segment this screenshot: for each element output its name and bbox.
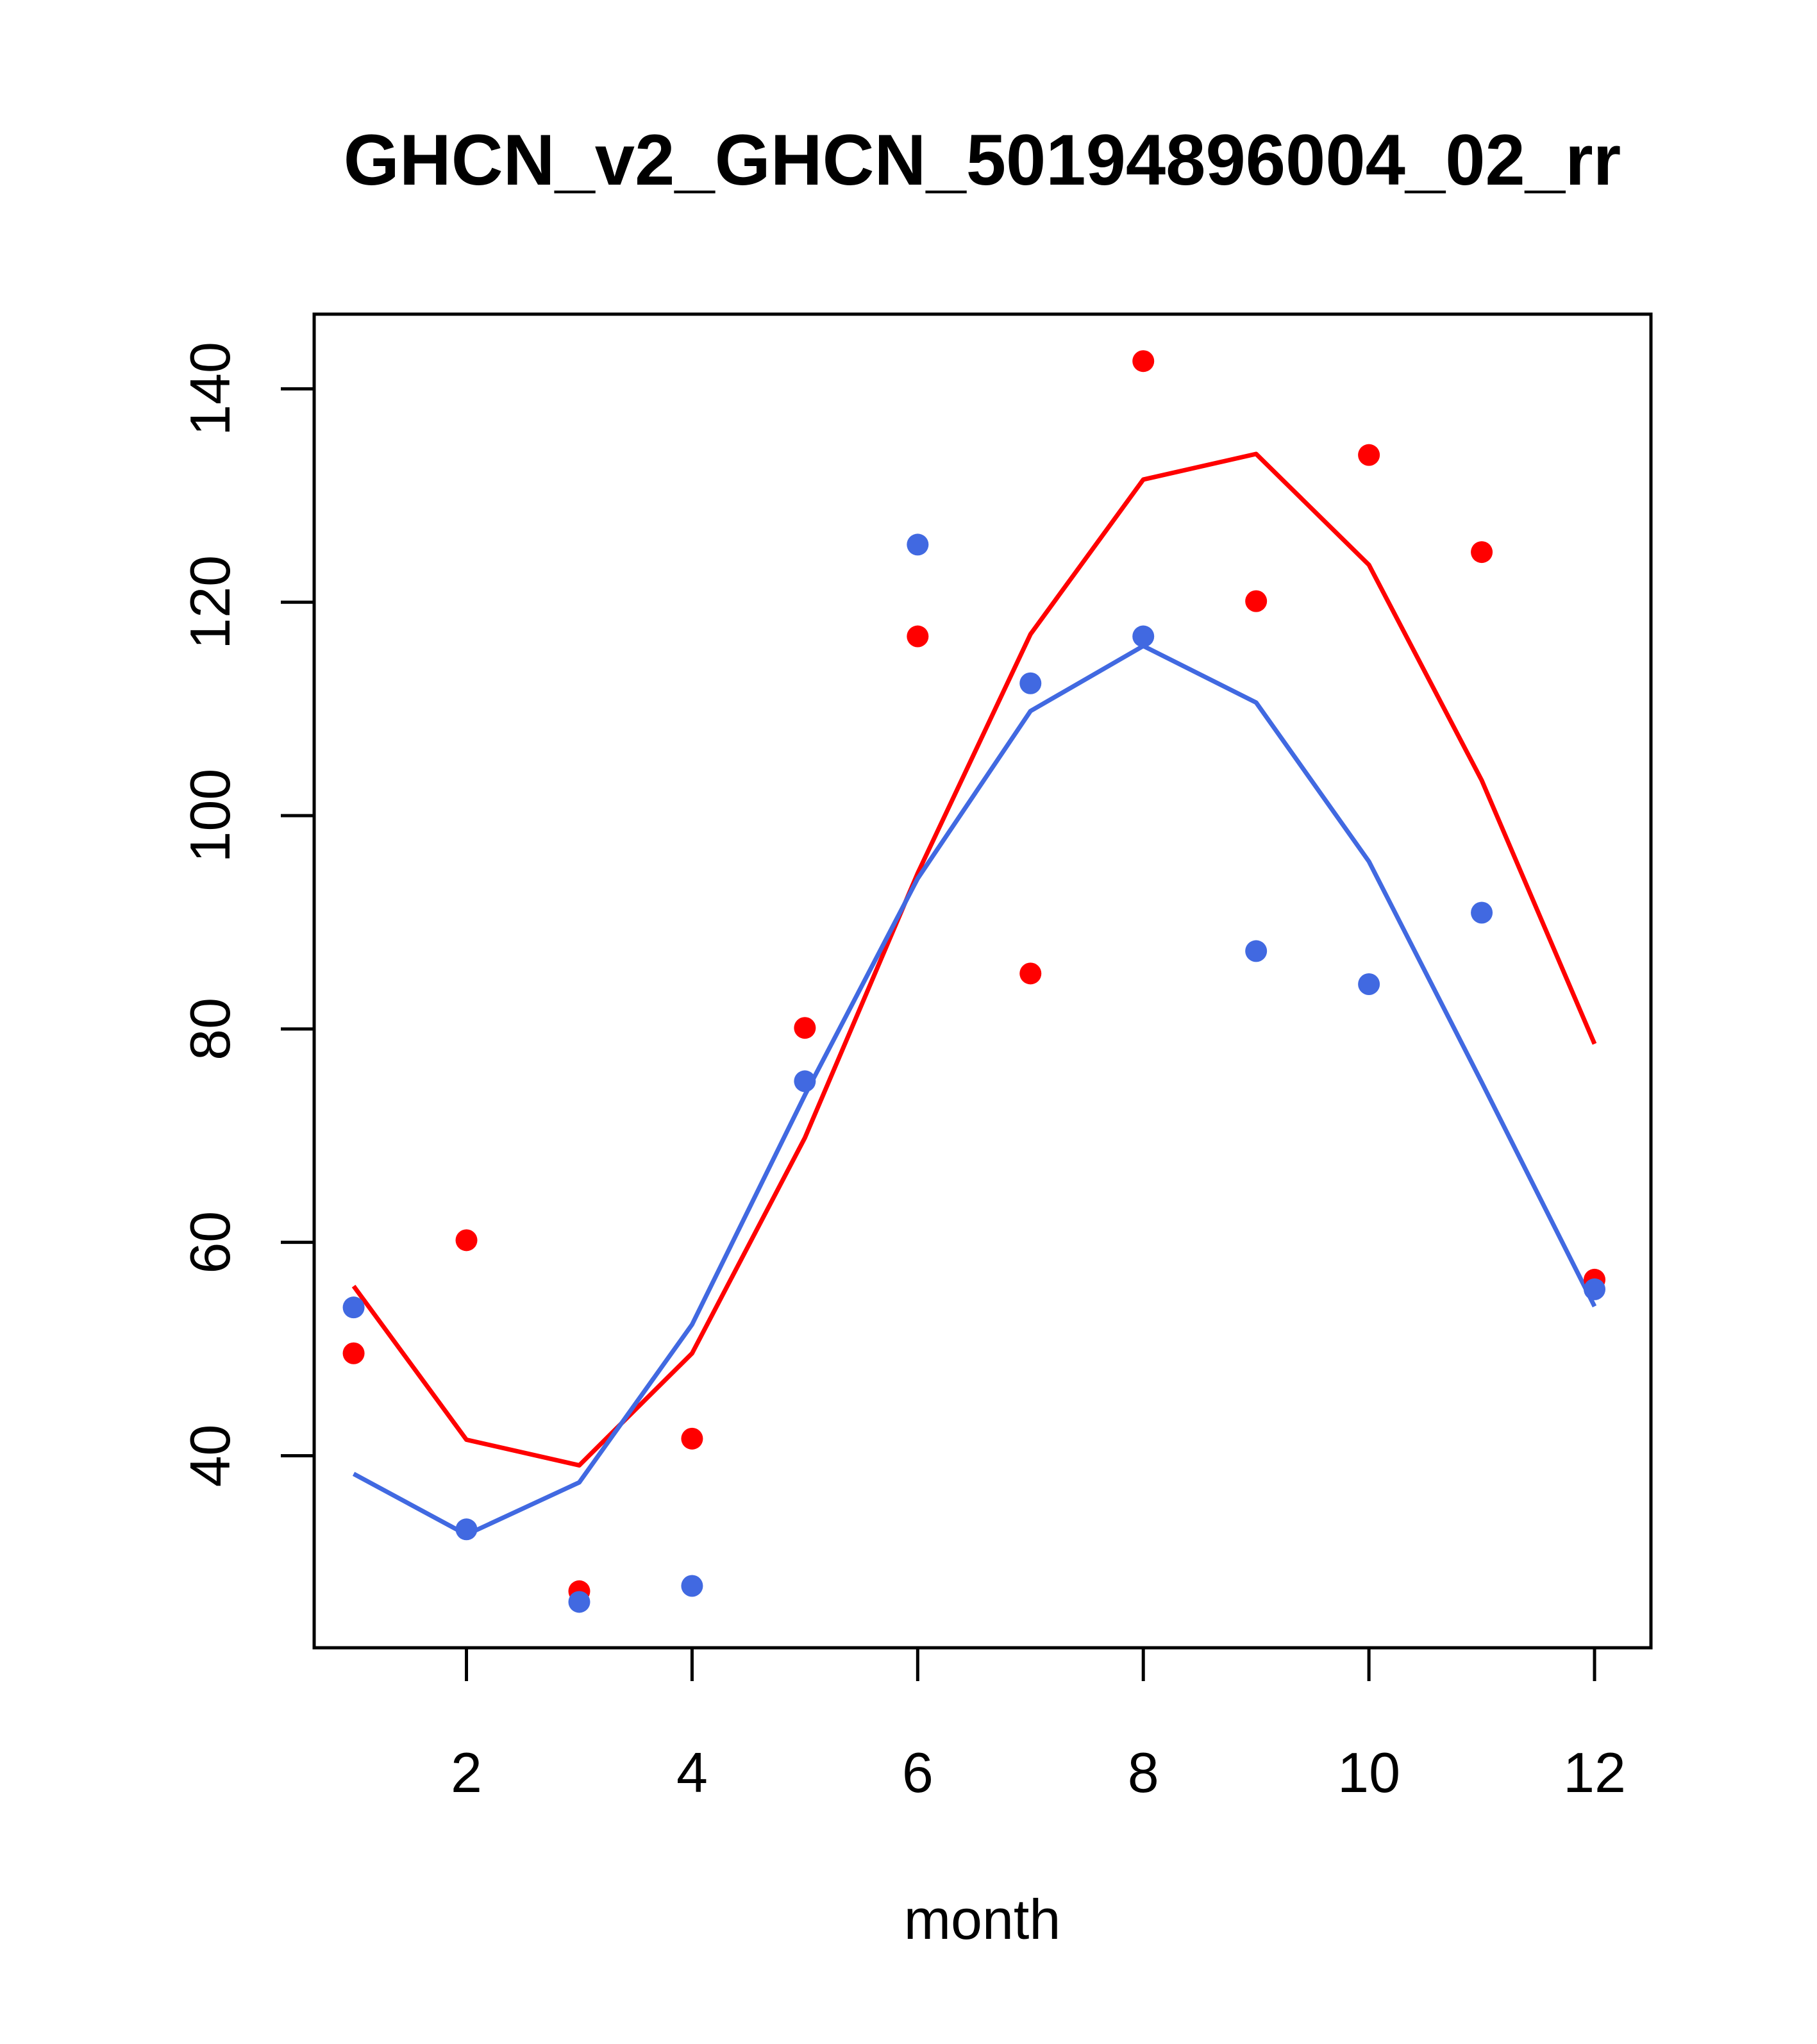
series-2-point	[342, 1296, 365, 1319]
series-1-point	[1132, 350, 1155, 373]
series-2-line	[352, 644, 1597, 1537]
x-tick-label: 4	[676, 1741, 708, 1804]
y-tick-label: 100	[178, 769, 242, 863]
y-tick-label: 40	[178, 1425, 242, 1487]
series-2-point	[794, 1070, 816, 1093]
series-1-point	[907, 625, 929, 648]
series-2-point	[1132, 625, 1155, 648]
x-tick-label: 2	[451, 1741, 482, 1804]
series-2-point	[455, 1518, 478, 1541]
plot-frame	[312, 312, 1653, 1650]
series-2-point	[681, 1575, 703, 1597]
y-axis: 40 60 80 100 120 140	[178, 342, 314, 1487]
x-axis-label: month	[904, 1888, 1061, 1951]
series-1-point	[455, 1229, 478, 1252]
x-tick-label: 6	[902, 1741, 934, 1804]
series-2-point	[1471, 901, 1493, 924]
series-1-point	[1019, 962, 1042, 985]
series-2-point	[907, 533, 929, 556]
series-1-point	[1471, 541, 1493, 564]
series-1-point	[1358, 444, 1380, 466]
series-1-line	[351, 451, 1597, 1468]
series-1-point	[342, 1342, 365, 1364]
x-tick-label: 12	[1563, 1741, 1626, 1804]
series-points	[342, 350, 1606, 1613]
x-tick-label: 10	[1337, 1741, 1400, 1804]
y-tick-label: 120	[178, 555, 242, 649]
x-axis: 2 4 6 8 10 12	[451, 1648, 1626, 1804]
series-2-point	[1584, 1278, 1606, 1300]
series-1-point	[681, 1427, 703, 1450]
chart-title: GHCN_v2_GHCN_50194896004_02_rr	[344, 120, 1621, 200]
series-lines	[351, 451, 1597, 1537]
series-2-point	[1245, 940, 1268, 962]
series-2-point	[1019, 672, 1042, 694]
y-tick-label: 140	[178, 342, 242, 436]
y-tick-label: 80	[178, 998, 242, 1060]
series-2-point	[568, 1591, 590, 1613]
y-tick-label: 60	[178, 1211, 242, 1274]
series-2-point	[1358, 973, 1380, 995]
series-1-point	[1245, 590, 1268, 612]
x-tick-label: 8	[1128, 1741, 1159, 1804]
series-1-point	[794, 1017, 816, 1039]
